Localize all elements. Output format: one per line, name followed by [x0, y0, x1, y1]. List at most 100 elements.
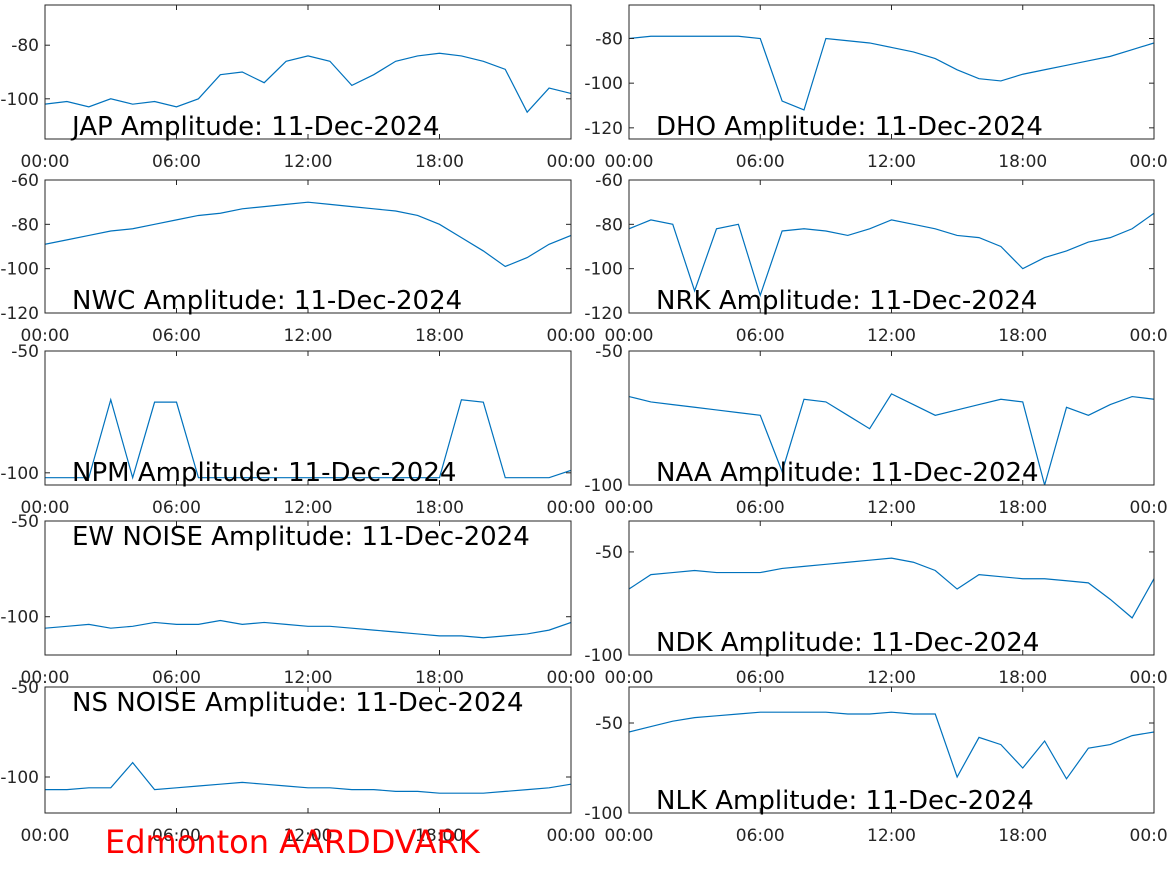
panel-title: NLK Amplitude: 11-Dec-2024	[656, 786, 1034, 816]
data-line	[45, 761, 571, 794]
x-tick-label: 12:00	[867, 326, 916, 346]
panel-title: NDK Amplitude: 11-Dec-2024	[656, 628, 1039, 658]
x-tick-label: 12:00	[284, 826, 333, 846]
x-tick-label: 00:00	[1130, 326, 1167, 346]
x-tick-label: 12:00	[284, 152, 333, 172]
panel: 00:00 06:00 12:00 18:00 00:00 -100 -50 NS NOISE…	[0, 678, 595, 846]
plot-area	[45, 351, 571, 485]
data-line	[45, 201, 571, 268]
x-tick-label: 00:00	[547, 152, 596, 172]
panel-title: EW NOISE Amplitude: 11-Dec-2024	[72, 522, 530, 552]
x-tick-label: 00:00	[605, 668, 654, 688]
y-tick-label: -120	[584, 304, 623, 324]
panel: 00:00 06:00 12:00 18:00 00:00 -100 -50 NPM Ampl…	[0, 342, 595, 518]
x-tick-label: 00:00	[1130, 668, 1167, 688]
plot-area	[45, 521, 571, 655]
y-tick-label: -50	[595, 342, 623, 362]
y-tick-label: -100	[584, 646, 623, 666]
x-tick-label: 06:00	[736, 152, 785, 172]
panel-title: NAA Amplitude: 11-Dec-2024	[656, 458, 1039, 488]
panel-title: JAP Amplitude: 11-Dec-2024	[70, 112, 440, 142]
plot-area	[629, 521, 1154, 655]
plot-area	[45, 687, 571, 813]
x-tick-label: 00:00	[547, 498, 596, 518]
y-tick-label: -60	[11, 171, 39, 191]
x-tick-label: 06:00	[736, 326, 785, 346]
data-line	[629, 212, 1154, 298]
plot-area	[45, 5, 571, 139]
x-tick-label: 00:00	[547, 826, 596, 846]
y-tick-label: -50	[595, 543, 623, 563]
panel: 00:00 06:00 12:00 18:00 00:00 -100 -80 JAP Ampl…	[0, 4, 596, 172]
data-line	[45, 619, 571, 639]
x-tick-label: 06:00	[152, 326, 201, 346]
x-tick-label: 18:00	[998, 326, 1047, 346]
x-tick-label: 06:00	[152, 152, 201, 172]
panel-title: NS NOISE Amplitude: 11-Dec-2024	[72, 688, 524, 718]
x-tick-label: 00:00	[21, 152, 70, 172]
x-tick-label: 00:00	[605, 326, 654, 346]
y-tick-label: -80	[11, 215, 39, 235]
x-tick-label: 06:00	[736, 498, 785, 518]
x-tick-label: 00:00	[21, 668, 70, 688]
panel-title: NWC Amplitude: 11-Dec-2024	[72, 286, 462, 316]
x-tick-label: 18:00	[415, 668, 464, 688]
y-tick-label: -100	[584, 260, 623, 280]
x-tick-label: 18:00	[998, 668, 1047, 688]
x-tick-label: 00:00	[605, 152, 654, 172]
x-tick-label: 00:00	[605, 498, 654, 518]
y-tick-label: -120	[584, 119, 623, 139]
y-tick-label: -120	[0, 304, 39, 324]
x-tick-label: 18:00	[415, 498, 464, 518]
x-tick-label: 00:00	[547, 668, 596, 688]
x-tick-label: 12:00	[284, 668, 333, 688]
panel-title: DHO Amplitude: 11-Dec-2024	[656, 112, 1043, 142]
y-tick-label: -80	[595, 30, 623, 50]
y-tick-label: -50	[11, 342, 39, 362]
figure-annotation: Edmonton AARDDVARK	[105, 823, 481, 861]
y-tick-label: -100	[0, 260, 39, 280]
x-tick-label: 00:00	[21, 826, 70, 846]
y-tick-label: -50	[11, 512, 39, 532]
y-tick-label: -100	[0, 90, 39, 110]
y-tick-label: -50	[595, 714, 623, 734]
x-tick-label: 12:00	[284, 326, 333, 346]
x-tick-label: 18:00	[998, 826, 1047, 846]
y-tick-label: -100	[0, 464, 39, 484]
x-tick-label: 00:00	[1130, 498, 1167, 518]
x-tick-label: 12:00	[867, 152, 916, 172]
x-tick-label: 12:00	[284, 498, 333, 518]
x-tick-label: 06:00	[736, 826, 785, 846]
x-tick-label: 00:00	[1130, 152, 1167, 172]
x-tick-label: 06:00	[736, 668, 785, 688]
y-tick-label: -100	[0, 768, 39, 788]
x-tick-label: 18:00	[415, 826, 464, 846]
plot-area	[629, 687, 1154, 813]
panel: 00:00 06:00 12:00 18:00 00:00 -120 -100 -80 DHO …	[584, 4, 1167, 172]
data-line	[629, 557, 1154, 619]
x-tick-label: 18:00	[998, 152, 1047, 172]
y-tick-label: -80	[11, 36, 39, 56]
x-tick-label: 06:00	[152, 826, 201, 846]
plot-area	[629, 180, 1154, 313]
y-tick-label: -100	[584, 476, 623, 496]
panel-title: NRK Amplitude: 11-Dec-2024	[656, 286, 1037, 316]
x-tick-label: 06:00	[152, 668, 201, 688]
plot-area	[629, 5, 1154, 139]
panel: 00:00 06:00 12:00 18:00 00:00 -100 -50 EW NOISE…	[0, 512, 595, 688]
y-tick-label: -100	[0, 608, 39, 628]
data-line	[629, 35, 1154, 111]
x-tick-label: 00:00	[21, 326, 70, 346]
x-tick-label: 18:00	[415, 326, 464, 346]
x-tick-label: 00:00	[547, 326, 596, 346]
x-tick-label: 00:00	[21, 498, 70, 518]
x-tick-label: 12:00	[867, 668, 916, 688]
data-line	[629, 711, 1154, 780]
data-line	[45, 397, 571, 480]
y-tick-label: -100	[584, 74, 623, 94]
x-tick-label: 18:00	[998, 498, 1047, 518]
